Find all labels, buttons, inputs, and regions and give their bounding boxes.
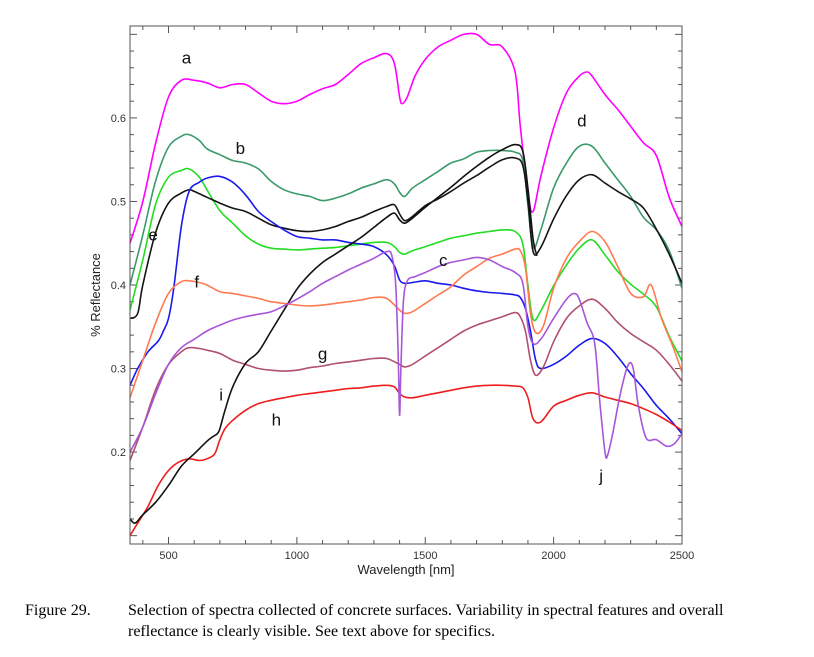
chart-series [129,32,683,537]
x-tick-label: 1500 [413,550,437,562]
series-label-f: f [194,273,199,292]
series-line-c [129,167,683,362]
series-label-d: d [577,111,586,130]
caption-text: Selection of spectra collected of concre… [128,602,724,640]
series-line-h [129,384,683,537]
x-axis-title: Wavelength [nm] [357,562,454,577]
series-labels: a b c d e f g h i j [148,49,603,486]
y-tick-label: 0.6 [111,113,126,125]
series-line-e [129,175,683,435]
series-label-e: e [148,226,157,245]
y-axis-title: % Reflectance [88,253,103,337]
y-tick-label: 0.2 [111,447,126,459]
plot-frame [129,25,683,545]
series-label-i: i [219,385,223,404]
series-line-g [129,298,683,461]
series-line-f [129,230,683,399]
spectra-chart: 500 1000 1500 2000 2500 0.2 0.3 0.4 0.5 0.6 a b c d e… [88,25,694,577]
series-label-c: c [439,251,448,270]
x-tick-label: 2000 [541,550,565,562]
x-tick-label: 2500 [670,550,694,562]
x-tick-label: 1000 [285,550,309,562]
y-tick-label: 0.5 [111,196,126,208]
series-label-j: j [598,466,603,485]
series-line-j [129,250,683,460]
axis-ticks: 500 1000 1500 2000 2500 0.2 0.3 0.4 0.5 0.6 [111,26,694,562]
series-line-b [129,133,683,289]
series-line-i [129,143,538,524]
series-label-b: b [236,139,245,158]
series-line-d [129,156,683,320]
x-tick-label: 500 [159,550,177,562]
y-tick-label: 0.3 [111,364,126,376]
series-label-g: g [318,344,327,363]
series-label-a: a [182,49,192,68]
series-line-a [129,32,683,244]
y-tick-label: 0.4 [111,280,126,292]
caption-number: Figure 29. [25,602,91,619]
series-label-h: h [272,410,281,429]
